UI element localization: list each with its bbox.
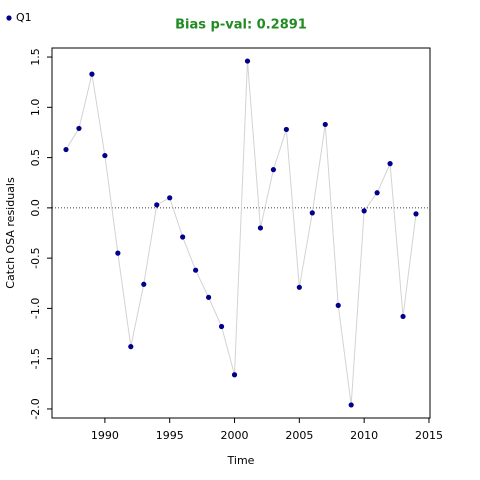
data-point (296, 284, 302, 290)
data-point (413, 211, 419, 217)
x-tick-label: 1990 (91, 429, 119, 442)
data-point (102, 152, 108, 159)
x-tick-label: 1995 (156, 429, 184, 442)
y-tick-label: 0.0 (29, 199, 42, 217)
y-axis-label: Catch OSA residuals (4, 177, 17, 289)
legend-marker (6, 15, 12, 21)
data-point (348, 402, 354, 408)
data-point (374, 190, 380, 196)
data-point (322, 121, 328, 128)
x-tick-label: 2015 (415, 429, 443, 442)
data-point (309, 210, 315, 216)
data-point (154, 202, 160, 208)
x-tick-label: 2000 (221, 429, 249, 442)
x-tick-label: 2005 (285, 429, 313, 442)
y-tick-label: 1.0 (29, 99, 42, 117)
data-point (167, 195, 173, 201)
data-point (283, 126, 289, 133)
data-point (257, 225, 264, 231)
y-tick-label: 0.5 (29, 149, 42, 167)
data-point (89, 71, 95, 77)
data-point (76, 125, 82, 132)
y-tick-label: -2.0 (29, 398, 42, 419)
data-point (387, 161, 393, 167)
data-point (63, 146, 69, 153)
data-point (193, 267, 199, 273)
data-point (400, 313, 406, 320)
y-tick-label: -0.5 (29, 247, 42, 268)
y-tick-label: -1.0 (29, 298, 42, 319)
data-point (205, 294, 212, 300)
y-tick-label: -1.5 (29, 348, 42, 369)
chart-title: Bias p-val: 0.2891 (175, 18, 307, 33)
plot-frame (51, 47, 431, 419)
data-point (128, 344, 134, 350)
x-tick-label: 2010 (350, 429, 378, 442)
data-point (335, 302, 341, 308)
data-point (244, 58, 251, 64)
data-point (218, 323, 225, 330)
data-point (270, 167, 277, 173)
data-point (141, 281, 147, 287)
data-point (361, 208, 367, 214)
y-tick-label: 1.5 (29, 48, 42, 66)
data-point (115, 250, 121, 256)
x-axis-label: Time (227, 454, 255, 467)
series-line (65, 61, 417, 405)
data-point (180, 234, 186, 240)
data-point (231, 372, 238, 378)
legend-label: Q1 (16, 11, 32, 24)
